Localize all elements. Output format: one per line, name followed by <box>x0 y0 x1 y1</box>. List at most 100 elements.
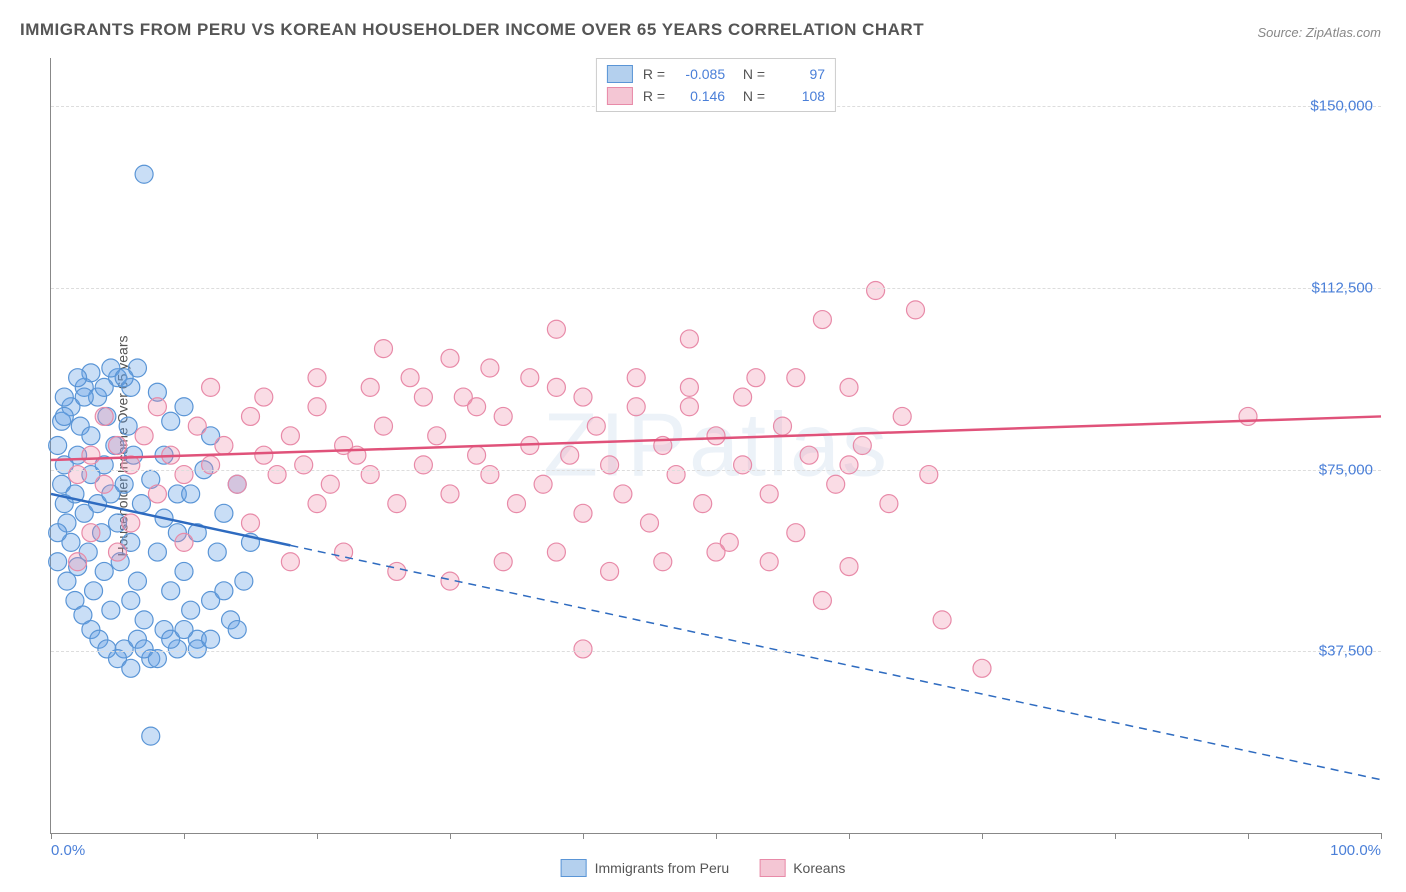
data-point <box>547 320 565 338</box>
gridline <box>51 288 1381 289</box>
r-value: 0.146 <box>675 88 725 104</box>
data-point <box>813 311 831 329</box>
data-point <box>574 640 592 658</box>
data-point <box>162 582 180 600</box>
data-point <box>800 446 818 464</box>
data-point <box>148 398 166 416</box>
data-point <box>122 659 140 677</box>
data-point <box>128 572 146 590</box>
x-tick <box>716 833 717 839</box>
data-point <box>122 592 140 610</box>
data-point <box>920 466 938 484</box>
r-label: R = <box>643 88 665 104</box>
data-point <box>880 495 898 513</box>
data-point <box>494 407 512 425</box>
data-point <box>95 475 113 493</box>
data-point <box>82 524 100 542</box>
data-point <box>1239 407 1257 425</box>
data-point <box>55 388 73 406</box>
data-point <box>308 369 326 387</box>
data-point <box>132 495 150 513</box>
data-point <box>202 630 220 648</box>
data-point <box>175 621 193 639</box>
x-tick <box>51 833 52 839</box>
data-point <box>188 417 206 435</box>
data-point <box>255 388 273 406</box>
data-point <box>747 369 765 387</box>
data-point <box>441 485 459 503</box>
data-point <box>441 349 459 367</box>
data-point <box>561 446 579 464</box>
data-point <box>148 485 166 503</box>
data-point <box>707 427 725 445</box>
data-point <box>208 543 226 561</box>
x-tick <box>982 833 983 839</box>
data-point <box>308 495 326 513</box>
legend-swatch <box>759 859 785 877</box>
data-point <box>109 543 127 561</box>
data-point <box>694 495 712 513</box>
x-tick <box>1248 833 1249 839</box>
data-point <box>787 369 805 387</box>
data-point <box>907 301 925 319</box>
series-legend: Immigrants from PeruKoreans <box>561 859 846 877</box>
y-tick-label: $37,500 <box>1319 643 1373 660</box>
data-point <box>774 417 792 435</box>
data-point <box>601 456 619 474</box>
data-point <box>95 562 113 580</box>
data-point <box>840 456 858 474</box>
data-point <box>827 475 845 493</box>
data-point <box>122 514 140 532</box>
data-point <box>574 388 592 406</box>
data-point <box>235 572 253 590</box>
data-point <box>760 553 778 571</box>
data-point <box>215 437 233 455</box>
legend-swatch <box>607 65 633 83</box>
data-point <box>375 417 393 435</box>
data-point <box>414 388 432 406</box>
data-point <box>680 330 698 348</box>
data-point <box>627 398 645 416</box>
data-point <box>654 553 672 571</box>
data-point <box>614 485 632 503</box>
x-tick <box>450 833 451 839</box>
correlation-legend: R =-0.085 N =97R =0.146 N =108 <box>596 58 836 112</box>
n-label: N = <box>735 66 765 82</box>
legend-item: Immigrants from Peru <box>561 859 730 877</box>
data-point <box>215 582 233 600</box>
legend-row: R =-0.085 N =97 <box>607 63 825 85</box>
data-point <box>321 475 339 493</box>
y-tick-label: $150,000 <box>1310 98 1373 115</box>
data-point <box>641 514 659 532</box>
data-point <box>115 475 133 493</box>
data-point <box>481 359 499 377</box>
data-point <box>667 466 685 484</box>
data-point <box>494 553 512 571</box>
source-label: Source: ZipAtlas.com <box>1257 25 1381 40</box>
x-tick <box>583 833 584 839</box>
data-point <box>148 543 166 561</box>
x-tick-label: 100.0% <box>1330 842 1381 859</box>
data-point <box>119 417 137 435</box>
data-point <box>414 456 432 474</box>
data-point <box>175 466 193 484</box>
data-point <box>135 165 153 183</box>
data-point <box>587 417 605 435</box>
data-point <box>308 398 326 416</box>
data-point <box>182 485 200 503</box>
legend-label: Immigrants from Peru <box>595 860 730 876</box>
gridline <box>51 651 1381 652</box>
data-point <box>853 437 871 455</box>
y-tick-label: $112,500 <box>1312 280 1373 297</box>
data-point <box>867 282 885 300</box>
data-point <box>242 514 260 532</box>
data-point <box>547 543 565 561</box>
data-point <box>388 495 406 513</box>
data-point <box>813 592 831 610</box>
data-point <box>428 427 446 445</box>
data-point <box>787 524 805 542</box>
n-label: N = <box>735 88 765 104</box>
data-point <box>242 407 260 425</box>
r-value: -0.085 <box>675 66 725 82</box>
data-point <box>508 495 526 513</box>
